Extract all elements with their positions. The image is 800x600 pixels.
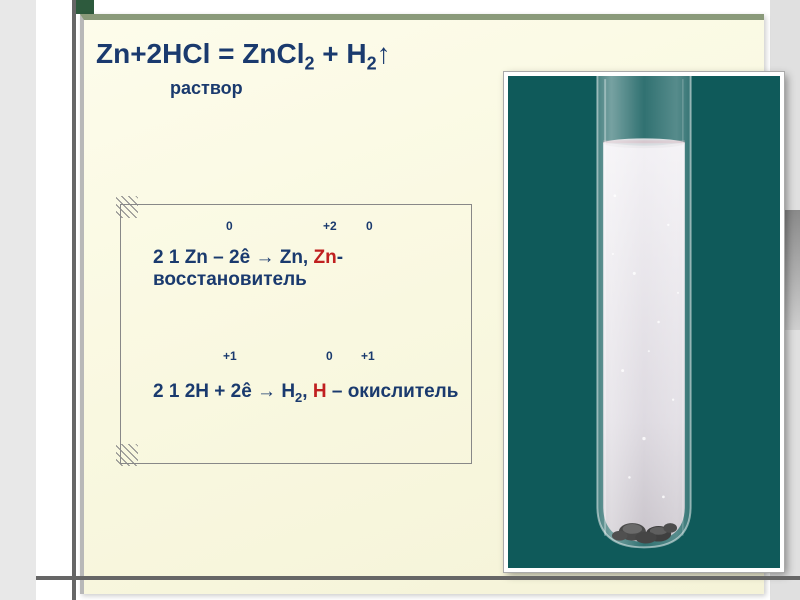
- ox-state-h-plus1b: +1: [361, 349, 375, 363]
- test-tube-image: [504, 72, 784, 572]
- reduction-species: H: [313, 381, 327, 402]
- reduction-prefix: 2 1 2H + 2ê → H: [153, 381, 295, 402]
- left-divider: [72, 0, 76, 600]
- half-reaction-oxidation: 2 1 Zn – 2ê → Zn, Zn- восстановитель: [153, 247, 473, 291]
- half-reaction-reduction: 2 1 2H + 2ê → H2, H – окислитель: [153, 381, 493, 405]
- reaction-equation: Zn+2HCl = ZnCl2 + H2↑: [96, 38, 391, 75]
- slide-frame: Zn+2HCl = ZnCl2 + H2↑ раствор 0 +2 0 2 1…: [0, 0, 800, 600]
- redox-box: 0 +2 0 2 1 Zn – 2ê → Zn, Zn- восстановит…: [120, 204, 472, 464]
- ox-state-zn-0: 0: [226, 219, 233, 233]
- equation-part-1: Zn+2HCl = ZnCl: [96, 38, 304, 69]
- equation-sub-2: 2: [367, 54, 377, 74]
- equation-arrow: ↑: [377, 38, 391, 69]
- content-panel: Zn+2HCl = ZnCl2 + H2↑ раствор 0 +2 0 2 1…: [80, 14, 764, 594]
- ox-state-h-0: 0: [326, 349, 333, 363]
- test-tube-svg: [508, 76, 780, 568]
- oxidation-prefix: 2 1 Zn – 2ê → Zn,: [153, 247, 314, 268]
- reduction-suffix: – окислитель: [327, 381, 459, 402]
- ox-state-zn-0b: 0: [366, 219, 373, 233]
- equation-sub-1: 2: [304, 54, 314, 74]
- reduction-mid: ,: [302, 381, 313, 402]
- bottom-frame-line: [36, 576, 800, 580]
- solution-label: раствор: [170, 78, 243, 99]
- ox-state-h-plus1: +1: [223, 349, 237, 363]
- green-tab-accent: [76, 0, 94, 14]
- oxidation-species: Zn: [314, 247, 337, 268]
- ox-state-zn-plus2: +2: [323, 219, 337, 233]
- equation-part-2: + H: [314, 38, 366, 69]
